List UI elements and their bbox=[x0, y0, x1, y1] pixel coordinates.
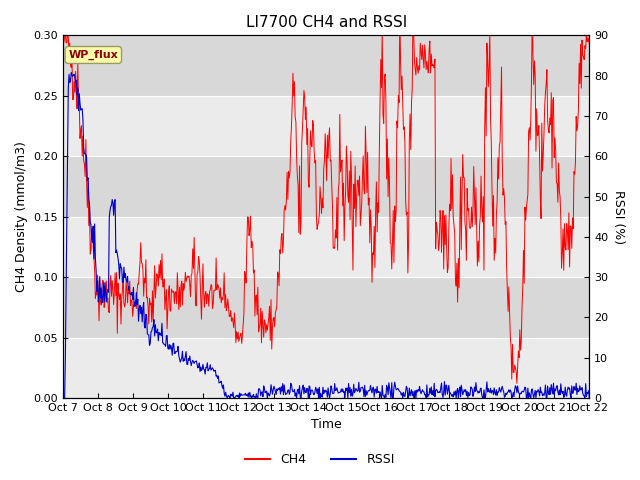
Bar bbox=[63, 337, 589, 398]
Bar bbox=[63, 216, 589, 277]
Bar bbox=[63, 96, 589, 156]
Y-axis label: RSSI (%): RSSI (%) bbox=[612, 190, 625, 244]
Title: LI7700 CH4 and RSSI: LI7700 CH4 and RSSI bbox=[246, 15, 407, 30]
Legend: CH4, RSSI: CH4, RSSI bbox=[240, 448, 400, 471]
Bar bbox=[63, 277, 589, 337]
Y-axis label: CH4 Density (mmol/m3): CH4 Density (mmol/m3) bbox=[15, 141, 28, 292]
Bar bbox=[63, 156, 589, 216]
Text: WP_flux: WP_flux bbox=[68, 50, 118, 60]
X-axis label: Time: Time bbox=[311, 419, 342, 432]
Bar bbox=[63, 36, 589, 96]
